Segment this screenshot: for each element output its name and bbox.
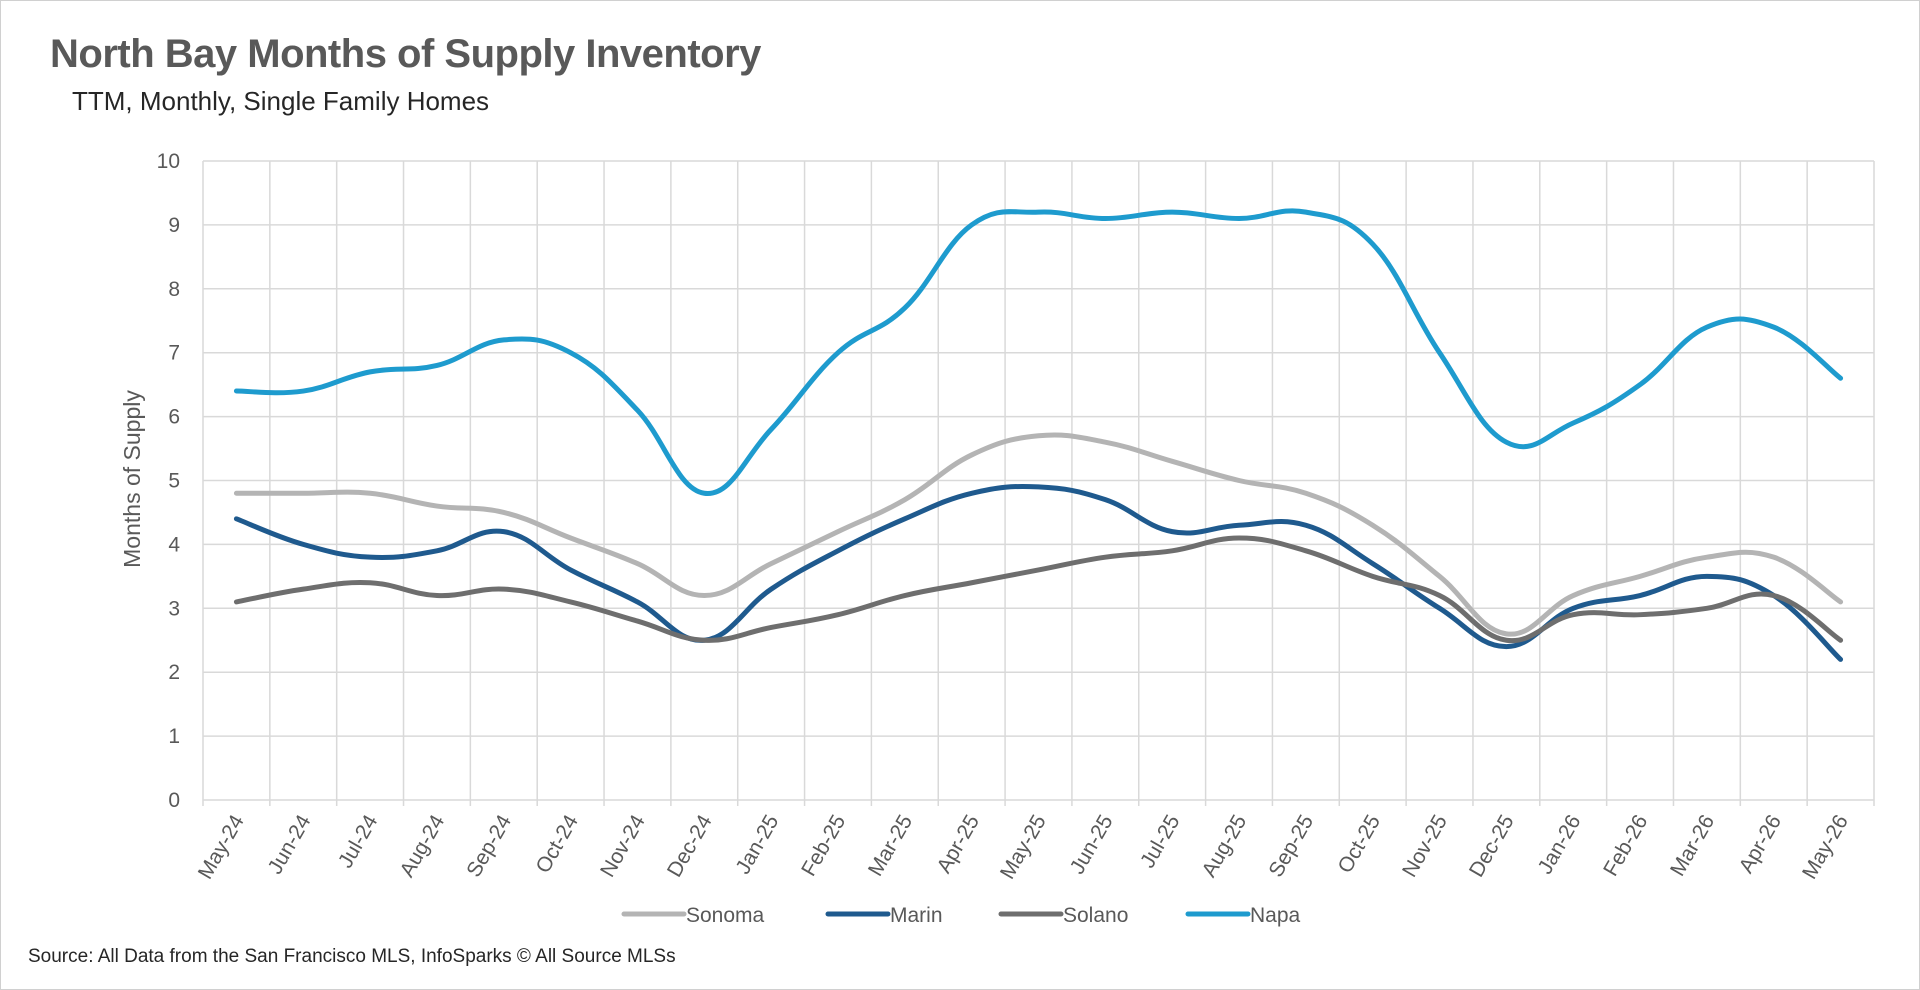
series-line-napa (233, 208, 1844, 496)
legend-label-solano: Solano (1063, 904, 1128, 927)
chart-title: North Bay Months of Supply Inventory (50, 32, 761, 76)
x-tick-label: Apr-25 (933, 811, 984, 877)
y-axis-label: Months of Supply (119, 390, 145, 568)
series-line-sonoma (233, 432, 1844, 637)
y-tick-label: 4 (168, 533, 180, 556)
y-axis-ticks: 0 1 2 3 4 5 6 7 8 9 10 (157, 150, 181, 812)
x-tick-label: Jan-25 (731, 811, 783, 878)
legend-label-marin: Marin (890, 904, 943, 927)
y-tick-label: 3 (168, 597, 180, 620)
x-tick-label: May-26 (1798, 811, 1853, 883)
chart-grid (202, 160, 1875, 806)
y-tick-label: 0 (168, 789, 180, 812)
x-tick-label: Mar-25 (864, 811, 917, 880)
x-tick-label: Feb-25 (797, 811, 850, 880)
x-tick-label: Nov-24 (596, 811, 650, 881)
legend-label-napa: Napa (1250, 904, 1301, 927)
source-note: Source: All Data from the San Francisco … (28, 946, 676, 967)
y-tick-label: 9 (168, 214, 180, 237)
x-tick-label: Aug-25 (1198, 811, 1252, 881)
series-line-marin (233, 483, 1844, 662)
x-tick-label: Sep-25 (1264, 811, 1318, 881)
y-tick-label: 6 (168, 406, 180, 429)
y-tick-label: 10 (157, 150, 180, 173)
x-tick-label: Nov-25 (1398, 811, 1452, 881)
series-lines (233, 208, 1844, 662)
x-tick-label: Aug-24 (395, 811, 449, 881)
x-axis-ticks: May-24 Jun-24 Jul-24 Aug-24 Sep-24 Oct-24 Nov-… (194, 811, 1853, 883)
y-tick-label: 7 (168, 342, 180, 365)
x-tick-label: Sep-24 (462, 811, 516, 881)
y-tick-label: 5 (168, 470, 180, 493)
x-tick-label: Oct-25 (1334, 811, 1385, 877)
x-tick-label: Jun-24 (264, 811, 316, 878)
x-tick-label: Jul-24 (334, 811, 383, 872)
x-tick-label: Dec-25 (1465, 811, 1519, 881)
chart-subtitle: TTM, Monthly, Single Family Homes (72, 86, 490, 116)
legend: Sonoma Marin Solano Napa (621, 904, 1301, 927)
x-tick-label: Feb-26 (1599, 811, 1652, 880)
x-tick-label: Jan-26 (1534, 811, 1586, 878)
x-tick-label: Apr-26 (1735, 811, 1786, 877)
y-tick-label: 1 (168, 725, 180, 748)
x-tick-label: Oct-24 (532, 811, 584, 877)
series-line-solano (233, 535, 1844, 644)
y-tick-label: 8 (168, 278, 180, 301)
x-tick-label: Jul-25 (1136, 811, 1185, 872)
x-tick-label: Mar-26 (1666, 811, 1719, 880)
y-tick-label: 2 (168, 661, 180, 684)
x-tick-label: May-25 (996, 811, 1051, 883)
x-tick-label: Jun-25 (1066, 811, 1118, 878)
x-tick-label: Dec-24 (663, 811, 717, 881)
legend-label-sonoma: Sonoma (686, 904, 765, 927)
x-tick-label: May-24 (194, 811, 249, 883)
